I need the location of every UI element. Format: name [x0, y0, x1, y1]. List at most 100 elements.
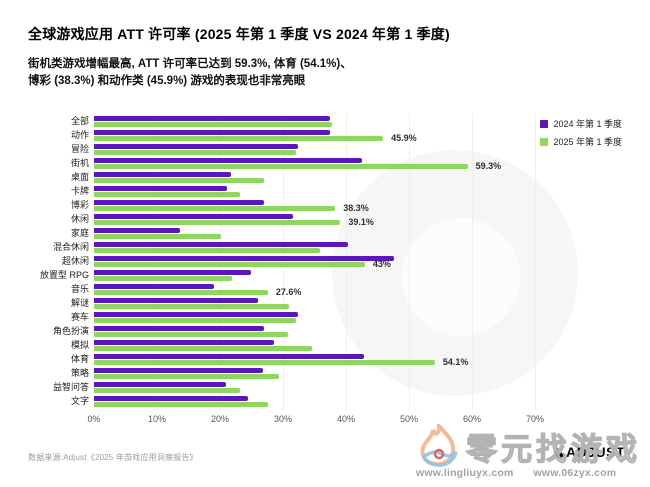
category-label: 赛车 [70, 312, 89, 322]
chart-row: 益智问答 [28, 380, 622, 394]
value-label: 59.3% [475, 161, 502, 171]
x-axis-tick: 70% [525, 414, 545, 424]
bar-group [94, 380, 535, 394]
bar-group [94, 296, 535, 310]
bar-2024 [94, 171, 232, 177]
bar-group [94, 394, 535, 408]
bar-2025 [94, 303, 289, 309]
bar-2025 [94, 387, 241, 393]
category-label: 博彩 [70, 200, 89, 210]
chart-row: 全部 [28, 114, 622, 128]
bar-2025 [94, 191, 240, 197]
bar-2024 [94, 269, 251, 275]
adjust-wordmark: ADJUST [566, 444, 626, 460]
chart-title: 全球游戏应用 ATT 许可率 (2025 年第 1 季度 VS 2024 年第 … [28, 26, 450, 42]
bar-2025 [94, 135, 384, 141]
chart-row: 超休闲 43% [28, 254, 622, 269]
x-axis-tick: 60% [462, 414, 482, 424]
category-label: 全部 [70, 116, 89, 126]
chart-subtitle: 街机类游戏增幅最高, ATT 许可率已达到 59.3%, 体育 (54.1%)、… [28, 56, 352, 90]
chart-row: 放置型 RPG [28, 268, 622, 282]
bar-2024 [94, 129, 330, 135]
att-bar-chart: 全部动作 45.9% 冒险街机 59.3% 桌面卡牌博彩 38.3% 休闲 39.1% 家庭混合… [28, 114, 622, 424]
bar-2024 [94, 311, 298, 317]
category-label: 体育 [70, 354, 89, 364]
bar-2025 [94, 331, 288, 337]
x-axis-tick: 0% [87, 414, 101, 424]
category-label: 混合休闲 [52, 242, 89, 252]
category-label: 动作 [70, 130, 89, 140]
legend: 2024 年第 1 季度 2025 年第 1 季度 [540, 117, 622, 153]
category-label: 家庭 [70, 228, 89, 238]
bar-group: 27.6% [94, 282, 535, 297]
bar-2025 [94, 373, 279, 379]
bar-2025 [94, 163, 468, 169]
category-label: 超休闲 [61, 256, 89, 266]
chart-row: 博彩 38.3% [28, 198, 622, 213]
value-label: 45.9% [391, 133, 417, 143]
bar-2025 [94, 205, 336, 211]
adjust-background-watermark-inner [402, 218, 520, 336]
bar-2025 [94, 233, 221, 239]
category-label: 冒险 [70, 144, 89, 154]
category-label: 音乐 [70, 284, 89, 294]
x-axis-tick: 50% [399, 414, 419, 424]
gridline-60% [472, 114, 473, 410]
bar-2024 [94, 213, 293, 219]
bar-2024 [94, 255, 394, 261]
bar-group: 43% [94, 254, 535, 269]
bar-2024 [94, 199, 265, 205]
bar-group [94, 142, 535, 156]
legend-swatch [540, 137, 549, 146]
x-axis-tick: 40% [336, 414, 356, 424]
bar-2024 [94, 381, 227, 387]
legend-label: 2024 年第 1 季度 [553, 119, 622, 129]
value-label: 38.3% [343, 203, 369, 213]
bar-2024 [94, 143, 298, 149]
chart-row: 冒险 [28, 142, 622, 156]
chart-row: 角色扮演 [28, 324, 622, 338]
chart-row: 桌面 [28, 170, 622, 184]
watermark-url-2: www.06zyx.com [533, 467, 617, 479]
chart-subtitle-line2: 博彩 (38.3%) 和动作类 (45.9%) 游戏的表现也非常亮眼 [28, 75, 306, 87]
value-label: 27.6% [275, 287, 302, 297]
bar-group: 39.1% [94, 212, 535, 227]
bar-2024 [94, 339, 274, 345]
bar-2024 [94, 157, 362, 163]
category-label: 角色扮演 [52, 326, 89, 336]
bar-2025 [94, 247, 320, 253]
x-axis: 0% 10% 20% 30% 40% 50% 60% 70% [87, 414, 544, 428]
category-label: 桌面 [70, 172, 89, 182]
chart-row: 家庭 [28, 226, 622, 240]
value-label: 54.1% [442, 357, 469, 367]
bar-2025 [94, 219, 341, 225]
adjust-logo: ADJUST [550, 444, 626, 460]
bar-2024 [94, 367, 263, 373]
bar-2025 [94, 275, 232, 281]
chart-row: 体育 54.1% [28, 352, 622, 367]
bar-group [94, 114, 535, 128]
bar-group: 38.3% [94, 198, 535, 213]
data-source-note: 数据来源:Adjust《2025 年游戏应用洞察报告》 [28, 453, 198, 462]
bar-group: 59.3% [94, 156, 535, 171]
bar-group [94, 310, 535, 324]
chart-row: 街机 59.3% [28, 156, 622, 171]
category-label: 街机 [70, 158, 89, 168]
bar-2024 [94, 353, 365, 359]
bar-group [94, 268, 535, 282]
category-label: 解谜 [70, 298, 89, 308]
bar-2025 [94, 359, 435, 365]
site-watermark: 零元找游戏 www.lingliuyx.com www.06zyx.com [414, 422, 646, 484]
chart-row: 策略 [28, 366, 622, 380]
chart-row: 休闲 39.1% [28, 212, 622, 227]
watermark-text: 零元找游戏 [465, 431, 641, 467]
bar-2025 [94, 149, 297, 155]
chart-row: 赛车 [28, 310, 622, 324]
legend-swatch [540, 119, 549, 128]
x-axis-tick: 30% [273, 414, 293, 424]
legend-item-2024: 2024 年第 1 季度 [540, 117, 622, 130]
chart-row: 动作 45.9% [28, 128, 622, 143]
category-label: 益智问答 [52, 382, 89, 392]
watermark-urls: www.lingliuyx.com www.06zyx.com [416, 467, 636, 479]
chart-row: 卡牌 [28, 184, 622, 198]
